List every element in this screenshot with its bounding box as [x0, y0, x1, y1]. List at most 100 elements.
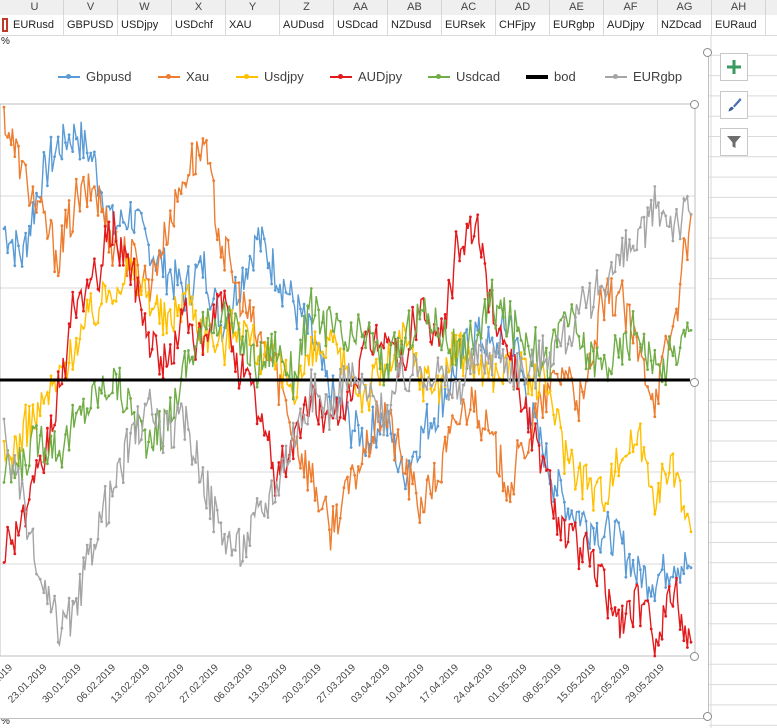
data-point-eurgbp: [74, 597, 78, 600]
data-point-eurgbp: [35, 572, 38, 576]
data-point-gbpusd: [56, 135, 60, 139]
column-header-v[interactable]: V: [64, 0, 118, 15]
resize-handle-plot-bottom[interactable]: [690, 652, 699, 661]
chart-area[interactable]: Gbpusd Xau Usdjpy AUDjpy Usdcad bod EURgbp 1.0…: [0, 52, 709, 719]
data-point-usdjpy: [317, 341, 320, 345]
data-point-eurgbp: [606, 290, 610, 294]
legend-item-usdcad[interactable]: Usdcad: [428, 69, 500, 84]
column-header-z[interactable]: Z: [280, 0, 334, 15]
data-point-eurgbp: [262, 514, 266, 518]
cell-ae[interactable]: EURgbp: [550, 15, 604, 35]
data-point-xau: [74, 177, 78, 181]
data-point-audjpy: [136, 276, 140, 280]
selected-cell-marker[interactable]: [2, 18, 8, 32]
percent-cell[interactable]: %: [1, 36, 10, 47]
data-point-usdjpy: [299, 364, 302, 368]
column-header-aa[interactable]: AA: [334, 0, 388, 15]
column-header-ag[interactable]: AG: [658, 0, 712, 15]
data-point-eurgbp: [147, 397, 151, 400]
cell-af[interactable]: AUDjpy: [604, 15, 658, 35]
data-point-usdjpy: [559, 426, 563, 429]
resize-handle-plot-top[interactable]: [690, 100, 699, 109]
data-point-usdcad: [628, 358, 631, 361]
data-point-xau: [393, 458, 396, 462]
cell-ab[interactable]: NZDusd: [388, 15, 442, 35]
data-point-gbpusd: [6, 251, 9, 255]
data-point-xau: [512, 492, 516, 496]
data-point-usdcad: [461, 334, 465, 338]
data-point-audjpy: [599, 564, 602, 568]
column-header-ah[interactable]: AH: [712, 0, 766, 15]
cell-ag[interactable]: NZDcad: [658, 15, 712, 35]
data-point-usdcad: [335, 312, 339, 316]
resize-handle-top-right[interactable]: [703, 48, 712, 57]
legend-item-eurgbp[interactable]: EURgbp: [605, 69, 682, 84]
data-point-audjpy: [682, 639, 686, 643]
data-point-eurgbp: [667, 225, 671, 229]
data-point-usdcad: [516, 329, 519, 333]
data-point-usdjpy: [545, 390, 548, 393]
data-point-usdjpy: [389, 368, 393, 372]
column-header-x[interactable]: X: [172, 0, 226, 15]
data-point-usdcad: [67, 448, 71, 452]
chart-filters-button[interactable]: [720, 128, 748, 156]
data-point-eurgbp: [168, 414, 172, 417]
column-header-ab[interactable]: AB: [388, 0, 442, 15]
cell-ad[interactable]: CHFjpy: [496, 15, 550, 35]
data-point-gbpusd: [143, 227, 147, 231]
data-point-xau: [523, 456, 527, 460]
data-point-xau: [306, 488, 310, 492]
data-point-usdcad: [371, 331, 375, 335]
percent-cell-bottom[interactable]: %: [1, 716, 10, 727]
column-header-af[interactable]: AF: [604, 0, 658, 15]
data-point-usdjpy: [356, 394, 360, 398]
column-header-u[interactable]: U: [6, 0, 64, 15]
column-header-y[interactable]: Y: [226, 0, 280, 15]
data-point-usdjpy: [309, 335, 313, 339]
cell-ah[interactable]: EURaud: [712, 15, 766, 35]
data-point-usdcad: [107, 394, 111, 398]
plot-area[interactable]: 1.01.201923.01.201930.01.201906.02.20191…: [0, 52, 708, 718]
data-point-audjpy: [534, 422, 537, 425]
data-point-usdcad: [443, 319, 447, 323]
data-point-xau: [414, 491, 418, 495]
data-point-usdjpy: [150, 307, 154, 311]
resize-handle-plot-right[interactable]: [690, 378, 699, 387]
chart-styles-button[interactable]: [720, 91, 748, 119]
data-point-eurgbp: [328, 428, 331, 431]
data-point-gbpusd: [201, 276, 205, 279]
data-point-xau: [581, 390, 584, 394]
cell-ac[interactable]: EURsek: [442, 15, 496, 35]
legend-item-audjpy[interactable]: AUDjpy: [330, 69, 402, 84]
data-point-gbpusd: [678, 581, 682, 584]
cell-x[interactable]: USDchf: [172, 15, 226, 35]
data-point-xau: [649, 397, 653, 400]
column-header-ad[interactable]: AD: [496, 0, 550, 15]
cell-aa[interactable]: USDcad: [334, 15, 388, 35]
data-point-usdcad: [187, 349, 190, 352]
data-point-gbpusd: [385, 434, 389, 437]
column-header-ac[interactable]: AC: [442, 0, 496, 15]
data-point-eurgbp: [432, 379, 436, 383]
data-point-usdcad: [664, 383, 668, 387]
cell-u[interactable]: EURusd: [10, 15, 64, 35]
cell-y[interactable]: XAU: [226, 15, 280, 35]
resize-handle-bottom-right[interactable]: [703, 712, 712, 721]
legend-item-gbpusd[interactable]: Gbpusd: [58, 69, 132, 84]
legend-item-bod[interactable]: bod: [526, 69, 576, 84]
cell-z[interactable]: AUDusd: [280, 15, 334, 35]
chart-elements-button[interactable]: [720, 53, 748, 81]
data-point-audjpy: [190, 323, 194, 327]
data-point-usdjpy: [281, 386, 284, 389]
legend-item-usdjpy[interactable]: Usdjpy: [236, 69, 304, 84]
data-point-eurgbp: [237, 527, 241, 531]
data-point-audjpy: [46, 426, 49, 430]
cell-v[interactable]: GBPUSD: [64, 15, 118, 35]
column-header-w[interactable]: W: [118, 0, 172, 15]
data-point-xau: [143, 264, 147, 268]
data-point-xau: [617, 291, 621, 294]
column-header-ae[interactable]: AE: [550, 0, 604, 15]
data-point-usdjpy: [360, 410, 364, 414]
cell-w[interactable]: USDjpy: [118, 15, 172, 35]
legend-item-xau[interactable]: Xau: [158, 69, 209, 84]
